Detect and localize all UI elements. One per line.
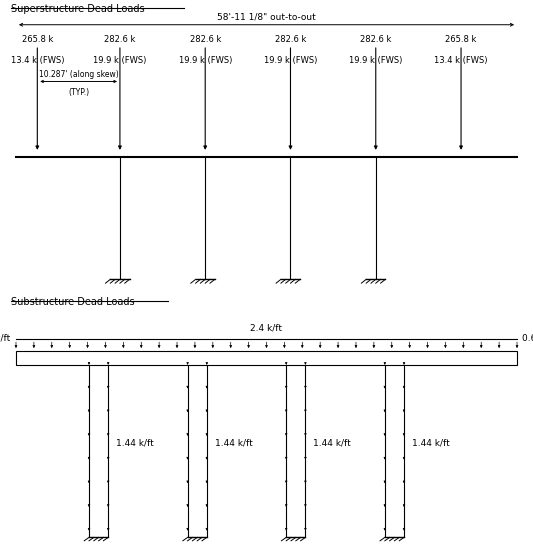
Text: 19.9 k (FWS): 19.9 k (FWS) bbox=[349, 57, 402, 65]
Text: 1.44 k/ft: 1.44 k/ft bbox=[215, 439, 253, 447]
Bar bbox=[16, 351, 517, 365]
Text: 0.6 k/ft: 0.6 k/ft bbox=[522, 334, 533, 343]
Text: 265.8 k: 265.8 k bbox=[446, 35, 477, 43]
Text: 13.4 k (FWS): 13.4 k (FWS) bbox=[11, 57, 64, 65]
Text: Substructure Dead Loads: Substructure Dead Loads bbox=[11, 298, 134, 307]
Text: 10.287' (along skew): 10.287' (along skew) bbox=[39, 70, 118, 79]
Text: 282.6 k: 282.6 k bbox=[190, 35, 221, 43]
Text: 2.4 k/ft: 2.4 k/ft bbox=[251, 324, 282, 333]
Text: 265.8 k: 265.8 k bbox=[22, 35, 53, 43]
Text: 282.6 k: 282.6 k bbox=[360, 35, 391, 43]
Text: 0.6 k/ft: 0.6 k/ft bbox=[0, 334, 11, 343]
Text: 58'-11 1/8" out-to-out: 58'-11 1/8" out-to-out bbox=[217, 13, 316, 22]
Text: 1.44 k/ft: 1.44 k/ft bbox=[313, 439, 351, 447]
Text: 1.44 k/ft: 1.44 k/ft bbox=[116, 439, 154, 447]
Text: 19.9 k (FWS): 19.9 k (FWS) bbox=[93, 57, 147, 65]
Text: 19.9 k (FWS): 19.9 k (FWS) bbox=[179, 57, 232, 65]
Text: 282.6 k: 282.6 k bbox=[275, 35, 306, 43]
Text: 19.9 k (FWS): 19.9 k (FWS) bbox=[264, 57, 317, 65]
Text: (TYP.): (TYP.) bbox=[68, 88, 89, 98]
Text: Superstructure Dead Loads: Superstructure Dead Loads bbox=[11, 4, 144, 14]
Text: 13.4 k (FWS): 13.4 k (FWS) bbox=[434, 57, 488, 65]
Text: 1.44 k/ft: 1.44 k/ft bbox=[412, 439, 450, 447]
Text: 282.6 k: 282.6 k bbox=[104, 35, 135, 43]
